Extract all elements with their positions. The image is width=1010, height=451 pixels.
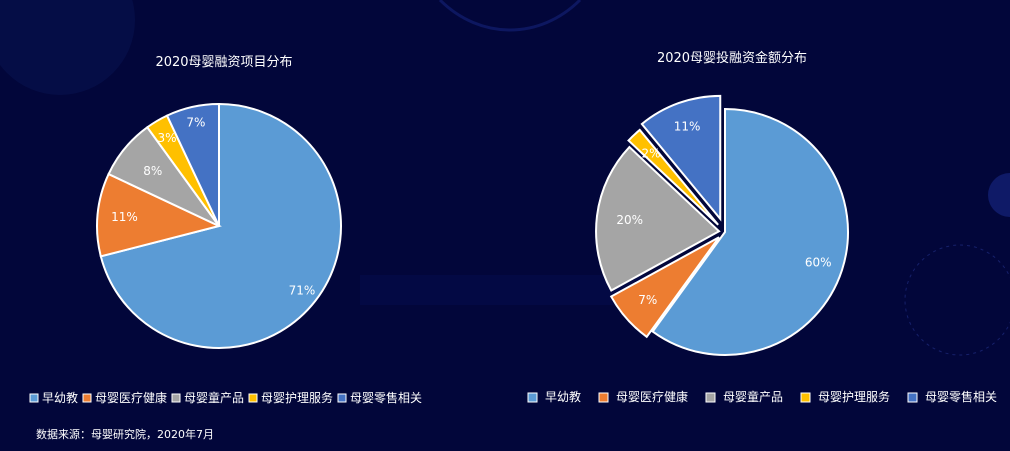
slice-label: 60% bbox=[805, 255, 832, 269]
legend-item: 母婴童产品 bbox=[171, 390, 244, 405]
legend-label: 早幼教 bbox=[42, 390, 78, 405]
legend-swatch bbox=[248, 393, 258, 403]
legend-label: 母婴医疗健康 bbox=[616, 389, 688, 404]
legend-item: 母婴护理服务 bbox=[248, 390, 333, 405]
pie-slice bbox=[627, 128, 719, 226]
pie-slice bbox=[609, 236, 720, 339]
slice-label: 3% bbox=[158, 131, 177, 145]
legend-label: 母婴零售相关 bbox=[925, 389, 997, 404]
legend-item: 母婴零售相关 bbox=[907, 389, 997, 404]
slice-label: 7% bbox=[186, 116, 205, 130]
legend-label: 母婴童产品 bbox=[184, 390, 244, 405]
slice-label: 7% bbox=[638, 293, 657, 307]
legend-swatch bbox=[337, 393, 347, 403]
pie-amount-distribution: 60% 7% 20% 2% 11% bbox=[595, 94, 849, 356]
legend-item: 母婴护理服务 bbox=[800, 389, 890, 404]
legend-item: 母婴医疗健康 bbox=[598, 389, 688, 404]
legend-label: 母婴童产品 bbox=[723, 389, 783, 404]
pie-slice bbox=[96, 172, 222, 258]
source-note: 数据来源：母婴研究院，2020年7月 bbox=[36, 427, 214, 441]
legend-swatch bbox=[907, 392, 918, 403]
legend-swatch bbox=[800, 392, 811, 403]
legend-item: 母婴零售相关 bbox=[337, 390, 422, 405]
bg-dashed-circle bbox=[904, 244, 1010, 356]
bg-circle bbox=[0, 0, 135, 95]
legend-swatch bbox=[29, 393, 39, 403]
pie-slice bbox=[165, 102, 220, 227]
slice-label: 20% bbox=[616, 213, 643, 227]
legend-amount-distribution: 早幼教 母婴医疗健康 母婴童产品 母婴护理服务 母婴零售相关 bbox=[527, 389, 997, 404]
bg-arc bbox=[438, 0, 582, 32]
legend-label: 早幼教 bbox=[545, 389, 581, 404]
pie-project-distribution: 71% 11% 8% 3% 7% bbox=[96, 102, 342, 349]
slice-label: 11% bbox=[111, 210, 138, 224]
slice-label: 8% bbox=[143, 164, 162, 178]
pie-slice bbox=[651, 107, 849, 356]
pie-slice bbox=[595, 145, 721, 292]
legend-swatch bbox=[82, 393, 92, 403]
slice-label: 2% bbox=[642, 146, 661, 160]
legend-item: 早幼教 bbox=[29, 390, 78, 405]
legend-swatch bbox=[598, 392, 609, 403]
legend-label: 母婴护理服务 bbox=[818, 389, 890, 404]
bg-circle bbox=[988, 173, 1010, 217]
legend-label: 母婴医疗健康 bbox=[95, 390, 167, 405]
chart-title: 2020母婴投融资金额分布 bbox=[657, 50, 807, 66]
legend-swatch bbox=[171, 393, 181, 403]
slice-label: 11% bbox=[674, 120, 701, 134]
slice-label: 71% bbox=[289, 283, 316, 297]
legend-item: 母婴童产品 bbox=[705, 389, 783, 404]
pie-slice bbox=[640, 94, 722, 222]
chart-title: 2020母婴融资项目分布 bbox=[155, 55, 292, 70]
legend-label: 母婴护理服务 bbox=[261, 390, 333, 405]
legend-item: 早幼教 bbox=[527, 389, 581, 404]
legend-label: 母婴零售相关 bbox=[350, 390, 422, 405]
legend-swatch bbox=[705, 392, 716, 403]
legend-project-distribution: 早幼教 母婴医疗健康 母婴童产品 母婴护理服务 母婴零售相关 bbox=[29, 390, 422, 405]
legend-swatch bbox=[527, 392, 538, 403]
legend-item: 母婴医疗健康 bbox=[82, 390, 167, 405]
